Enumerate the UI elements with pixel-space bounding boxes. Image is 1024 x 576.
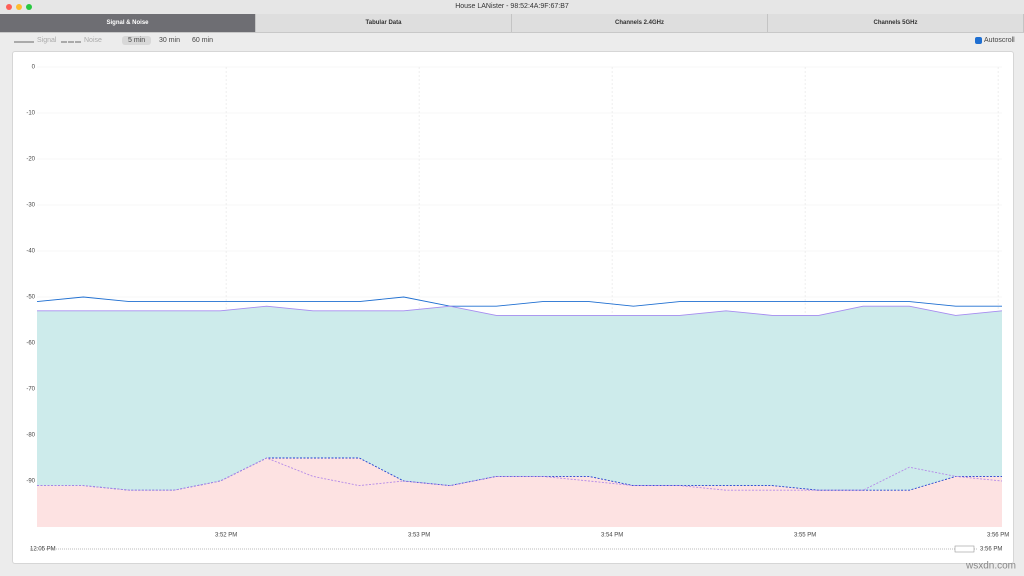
y-tick-label: 0 bbox=[32, 65, 36, 71]
tab[interactable]: Tabular Data bbox=[256, 14, 512, 32]
x-tick-label: 3:55 PM bbox=[794, 533, 816, 539]
legend-label: Signal bbox=[37, 37, 57, 44]
legend-swatch bbox=[61, 41, 81, 43]
legend-label: Noise bbox=[84, 37, 102, 44]
close-button[interactable] bbox=[6, 4, 12, 10]
y-tick-label: -30 bbox=[26, 203, 35, 209]
x-tick-label: 3:52 PM bbox=[215, 533, 237, 539]
y-tick-label: -70 bbox=[26, 387, 35, 393]
title-bar: House LANister - 98:52:4A:9F:67:B7 bbox=[0, 0, 1024, 14]
y-tick-label: -60 bbox=[26, 341, 35, 347]
series-line bbox=[37, 305, 1003, 316]
y-tick-label: -40 bbox=[26, 249, 35, 255]
minimize-button[interactable] bbox=[16, 4, 22, 10]
tab[interactable]: Channels 2.4GHz bbox=[512, 14, 768, 32]
autoscroll-label[interactable]: Autoscroll bbox=[984, 37, 1015, 44]
x-tick-label: 3:53 PM bbox=[408, 533, 430, 539]
x-tick-label: 3:56 PM bbox=[987, 533, 1009, 539]
range-button[interactable]: 5 min bbox=[122, 36, 152, 45]
scrubber-start: 12:05 PM bbox=[30, 547, 56, 553]
watermark: wsxdn.com bbox=[965, 561, 1016, 572]
series-line bbox=[36, 296, 1002, 307]
y-tick-label: -80 bbox=[26, 433, 35, 439]
scrubber-end: 3:56 PM bbox=[980, 547, 1002, 553]
y-tick-label: -20 bbox=[26, 157, 35, 163]
legend-swatch bbox=[14, 41, 34, 43]
area bbox=[37, 458, 1002, 527]
series-line bbox=[37, 457, 1003, 491]
zoom-button[interactable] bbox=[26, 4, 32, 10]
y-tick-label: -90 bbox=[26, 479, 35, 485]
toolbar: Signal Noise 5 min 30 min 60 min Autoscr… bbox=[0, 33, 1024, 49]
scrubber-handle[interactable] bbox=[954, 545, 975, 553]
x-tick-label: 3:54 PM bbox=[601, 533, 623, 539]
y-tick-label: -10 bbox=[26, 111, 35, 117]
window-title: House LANister - 98:52:4A:9F:67:B7 bbox=[455, 3, 569, 10]
tab-bar: Signal & Noise Tabular Data Channels 2.4… bbox=[0, 14, 1024, 33]
y-tick-label: -50 bbox=[26, 295, 35, 301]
tab[interactable]: Signal & Noise bbox=[0, 14, 256, 32]
autoscroll-checkbox[interactable] bbox=[975, 37, 982, 44]
range-button[interactable]: 60 min bbox=[192, 37, 214, 44]
range-button[interactable]: 30 min bbox=[159, 37, 181, 44]
